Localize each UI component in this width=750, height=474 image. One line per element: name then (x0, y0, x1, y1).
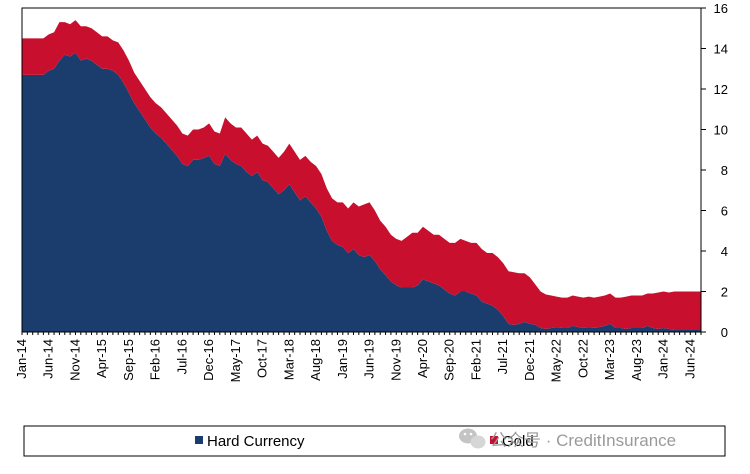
x-axis: Jan-14 Jun-14 Nov-14 Apr-15 Sep-15 Feb-16 Jul-… (14, 332, 702, 382)
x-tick-label: Aug-23 (629, 339, 644, 381)
x-tick-label: Jan-24 (656, 339, 671, 379)
y-tick-label: 12 (714, 82, 728, 97)
x-tick-label: Jan-19 (335, 339, 350, 379)
x-tick-label: Jun-14 (41, 339, 56, 379)
x-tick-label: Jul-16 (174, 339, 189, 374)
x-tick-label: Oct-22 (575, 339, 590, 378)
legend-swatch-hard-currency (195, 436, 203, 444)
x-tick-label: Oct-17 (255, 339, 270, 378)
x-tick-label: Nov-19 (388, 339, 403, 381)
y-tick-label: 4 (721, 244, 728, 259)
x-tick-label: Apr-20 (415, 339, 430, 378)
watermark: 公众号 · CreditInsurance (459, 428, 676, 450)
x-tick-label: Feb-16 (148, 339, 163, 380)
x-tick-label: Dec-16 (201, 339, 216, 381)
x-tick-label: Mar-18 (281, 339, 296, 380)
x-tick-label: Sep-20 (442, 339, 457, 381)
wechat-icon (459, 428, 486, 449)
y-tick-label: 0 (721, 325, 728, 340)
x-tick-label: Apr-15 (94, 339, 109, 378)
x-tick-label: Dec-21 (522, 339, 537, 381)
x-tick-label: May-17 (228, 339, 243, 382)
area-series-gold (22, 20, 701, 330)
x-tick-label: May-22 (549, 339, 564, 382)
x-tick-label: Jan-14 (14, 339, 29, 379)
area-series-hard-currency (22, 52, 701, 333)
y-tick-label: 6 (721, 204, 728, 219)
y-tick-label: 8 (721, 163, 728, 178)
x-tick-label: Jun-24 (682, 339, 697, 379)
legend: Hard Currency Gold (23, 425, 726, 457)
legend-swatch-gold (490, 436, 498, 444)
y-tick-label: 10 (714, 123, 728, 138)
x-tick-label: Feb-21 (468, 339, 483, 380)
areas-layer (22, 20, 701, 333)
legend-label-hard-currency: Hard Currency (207, 433, 305, 450)
x-tick-label: Sep-15 (121, 339, 136, 381)
x-tick-label: Aug-18 (308, 339, 323, 381)
y-axis: 0 2 4 6 8 10 12 14 16 (701, 1, 728, 340)
x-tick-label: Jun-19 (362, 339, 377, 379)
y-tick-label: 14 (714, 42, 728, 57)
legend-label-gold: Gold (502, 433, 534, 450)
x-tick-label: Jul-21 (495, 339, 510, 374)
legend-frame (23, 425, 726, 457)
x-tick-label: Nov-14 (67, 339, 82, 381)
y-tick-label: 2 (721, 285, 728, 300)
x-tick-label: Mar-23 (602, 339, 617, 380)
watermark-text: 公众号 · CreditInsurance (490, 431, 676, 450)
y-tick-label: 16 (714, 1, 728, 16)
